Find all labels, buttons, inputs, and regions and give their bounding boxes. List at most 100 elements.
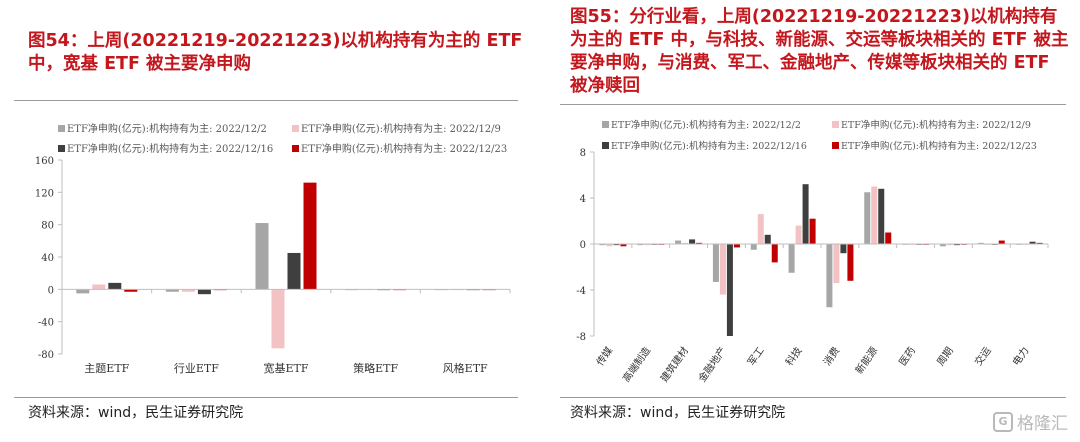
x-tick-label: 宽基ETF bbox=[264, 361, 309, 375]
bar bbox=[108, 282, 122, 290]
x-tick-label: 科技 bbox=[782, 344, 804, 368]
bar bbox=[76, 289, 90, 294]
legend-swatch bbox=[58, 145, 65, 152]
y-tick-label: -80 bbox=[38, 350, 54, 361]
y-tick-label: -40 bbox=[38, 318, 54, 329]
bar bbox=[124, 289, 138, 292]
bar bbox=[689, 239, 696, 244]
x-tick-label: 军工 bbox=[745, 345, 766, 368]
bar bbox=[939, 244, 946, 247]
source-note: 资料来源：wind，民生证券研究院 bbox=[570, 405, 786, 421]
legend-label: ETF净申购(亿元):机构持有为主: 2022/12/9 bbox=[301, 122, 501, 135]
bar bbox=[864, 192, 871, 244]
top-divider bbox=[14, 100, 518, 101]
bar bbox=[1036, 242, 1043, 244]
legend-swatch bbox=[602, 142, 609, 149]
legend-label: ETF净申购(亿元):机构持有为主: 2022/12/9 bbox=[841, 119, 1031, 131]
bar bbox=[826, 244, 833, 308]
y-tick-label: 0 bbox=[48, 285, 54, 296]
bar bbox=[809, 218, 816, 244]
x-tick-label: 策略ETF bbox=[353, 361, 398, 375]
legend-swatch bbox=[292, 125, 299, 132]
legend-label: ETF净申购(亿元):机构持有为主: 2022/12/23 bbox=[301, 142, 507, 155]
legend-swatch bbox=[602, 121, 609, 128]
bar bbox=[726, 244, 733, 336]
y-tick-label: 120 bbox=[35, 188, 54, 199]
bar bbox=[788, 244, 795, 273]
x-tick-label: 消费 bbox=[820, 344, 842, 368]
bar bbox=[757, 214, 764, 244]
figure-title: 图55：分行业看，上周(20221219-20221223)以机构持有为主的 E… bbox=[570, 7, 1069, 96]
bar bbox=[696, 242, 703, 244]
bottom-divider bbox=[14, 397, 518, 398]
bar bbox=[92, 284, 106, 290]
legend-label: ETF净申购(亿元):机构持有为主: 2022/12/16 bbox=[611, 140, 807, 152]
bar bbox=[795, 225, 802, 244]
bar bbox=[599, 244, 606, 246]
x-tick-label: 风格ETF bbox=[443, 361, 488, 375]
bar bbox=[271, 289, 285, 349]
bar bbox=[712, 244, 719, 282]
x-tick-label: 主题ETF bbox=[84, 362, 129, 375]
x-tick-label: 医药 bbox=[897, 345, 918, 368]
legend-label: ETF净申购(亿元):机构持有为主: 2022/12/16 bbox=[67, 142, 273, 155]
bar bbox=[303, 182, 317, 290]
y-tick-label: 160 bbox=[35, 156, 54, 167]
y-tick-label: -8 bbox=[576, 332, 586, 343]
legend-label: ETF净申购(亿元):机构持有为主: 2022/12/2 bbox=[67, 122, 267, 135]
bar bbox=[197, 289, 211, 295]
x-tick-label: 高端制造 bbox=[620, 344, 654, 384]
legend-swatch bbox=[832, 142, 839, 149]
x-tick-label: 金融地产 bbox=[695, 344, 729, 384]
x-tick-label: 新能源 bbox=[852, 344, 880, 376]
bar bbox=[771, 244, 778, 263]
bar bbox=[833, 244, 840, 284]
bar bbox=[606, 244, 613, 247]
x-tick-label: 周期 bbox=[935, 345, 956, 368]
right-figure-panel: 图55：分行业看，上周(20221219-20221223)以机构持有为主的 E… bbox=[556, 0, 1080, 442]
bar bbox=[287, 252, 301, 290]
legend-swatch bbox=[292, 145, 299, 152]
legend-label: ETF净申购(亿元):机构持有为主: 2022/12/2 bbox=[611, 119, 801, 131]
y-tick-label: -4 bbox=[576, 286, 586, 297]
bar bbox=[750, 244, 757, 250]
left-figure-panel: 图54：上周(20221219-20221223)以机构持有为主的 ETF 中，… bbox=[0, 0, 530, 442]
watermark-logo-icon: G bbox=[993, 411, 1013, 432]
bar bbox=[613, 244, 620, 246]
watermark: G 格隆汇 bbox=[993, 409, 1068, 434]
bar bbox=[165, 289, 179, 292]
bar bbox=[802, 184, 809, 244]
bar bbox=[1029, 241, 1036, 244]
x-tick-label: 电力 bbox=[1009, 344, 1031, 368]
bar bbox=[255, 223, 269, 290]
x-tick-label: 建筑建材 bbox=[657, 344, 691, 384]
bar bbox=[181, 289, 195, 292]
bar bbox=[682, 242, 689, 244]
bar bbox=[878, 188, 885, 244]
bar bbox=[998, 240, 1005, 244]
bar bbox=[764, 234, 771, 244]
top-divider bbox=[560, 104, 1066, 105]
left-bar-chart: ETF净申购(亿元):机构持有为主: 2022/12/2 ETF净申购(亿元):机… bbox=[35, 122, 511, 375]
bar bbox=[840, 244, 847, 254]
x-tick-label: 行业ETF bbox=[174, 362, 219, 375]
legend-swatch bbox=[58, 125, 65, 132]
source-note: 资料来源：wind，民生证券研究院 bbox=[28, 405, 244, 421]
bar bbox=[675, 240, 682, 244]
x-tick-label: 交运 bbox=[972, 344, 994, 368]
right-bar-chart: ETF净申购(亿元):机构持有为主: 2022/12/2 ETF净申购(亿元):机… bbox=[576, 119, 1049, 384]
bar bbox=[719, 244, 726, 295]
figure-title: 图54：上周(20221219-20221223)以机构持有为主的 ETF 中，… bbox=[28, 31, 523, 74]
bar bbox=[871, 186, 878, 244]
bar bbox=[953, 244, 960, 246]
x-tick-label: 传媒 bbox=[594, 345, 615, 368]
bar bbox=[637, 244, 644, 246]
watermark-text: 格隆汇 bbox=[1017, 414, 1068, 434]
bar bbox=[620, 244, 627, 247]
bar bbox=[847, 244, 854, 281]
y-tick-label: 8 bbox=[580, 148, 586, 159]
y-tick-label: 4 bbox=[580, 194, 586, 205]
bottom-divider bbox=[560, 397, 1066, 398]
y-tick-label: 80 bbox=[41, 221, 54, 232]
bar bbox=[946, 244, 953, 246]
